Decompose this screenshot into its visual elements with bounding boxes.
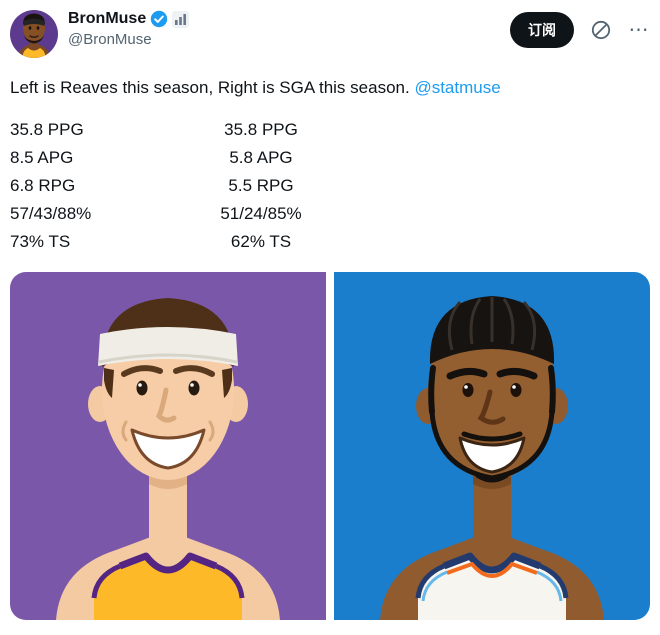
- grok-icon[interactable]: [590, 19, 612, 41]
- verified-badge-icon: [150, 10, 168, 28]
- bar-chart-icon: [172, 10, 190, 28]
- stats-row-rpg: 6.8 RPG 5.5 RPG: [10, 172, 650, 200]
- sga-illustration[interactable]: [334, 272, 650, 620]
- stat-right-ppg: 35.8 PPG: [224, 120, 298, 139]
- mention-link[interactable]: @statmuse: [414, 78, 501, 97]
- name-row: BronMuse: [68, 10, 510, 28]
- stats-row-splits: 57/43/88% 51/24/85%: [10, 200, 650, 228]
- stat-right-apg: 5.8 APG: [229, 148, 293, 167]
- reaves-cartoon-svg: [10, 272, 326, 620]
- tweet-text-body: Left is Reaves this season, Right is SGA…: [10, 78, 415, 97]
- reaves-illustration[interactable]: [10, 272, 326, 620]
- stat-left-ppg: 35.8 PPG: [10, 120, 84, 139]
- header-actions: 订阅 ⋯: [510, 10, 650, 48]
- stats-block: 35.8 PPG 35.8 PPG 8.5 APG 5.8 APG 6.8 RP…: [10, 116, 650, 256]
- tweet-card: BronMuse @BronMuse 订阅: [10, 10, 650, 620]
- tweet-header: BronMuse @BronMuse 订阅: [10, 10, 650, 58]
- tweet-text: Left is Reaves this season, Right is SGA…: [10, 76, 650, 100]
- sga-cartoon-svg: [334, 272, 650, 620]
- stat-left-rpg: 6.8 RPG: [10, 176, 76, 195]
- more-icon[interactable]: ⋯: [628, 19, 650, 41]
- user-handle: @BronMuse: [68, 31, 152, 48]
- stats-row-apg: 8.5 APG 5.8 APG: [10, 144, 650, 172]
- avatar[interactable]: [10, 10, 58, 58]
- subscribe-button[interactable]: 订阅: [510, 12, 574, 48]
- stats-row-ts: 73% TS 62% TS: [10, 228, 650, 256]
- avatar-lebron-cartoon: [10, 10, 58, 58]
- stat-right-ts: 62% TS: [230, 232, 292, 251]
- name-block: BronMuse @BronMuse: [68, 10, 510, 48]
- stat-right-splits: 51/24/85%: [220, 204, 302, 223]
- comparison-image[interactable]: [10, 272, 650, 620]
- stat-left-apg: 8.5 APG: [10, 148, 74, 167]
- stat-right-rpg: 5.5 RPG: [228, 176, 294, 195]
- display-name[interactable]: BronMuse: [68, 10, 147, 27]
- stat-left-ts: 73% TS: [10, 232, 71, 251]
- stat-left-splits: 57/43/88%: [10, 204, 92, 223]
- stats-row-ppg: 35.8 PPG 35.8 PPG: [10, 116, 650, 144]
